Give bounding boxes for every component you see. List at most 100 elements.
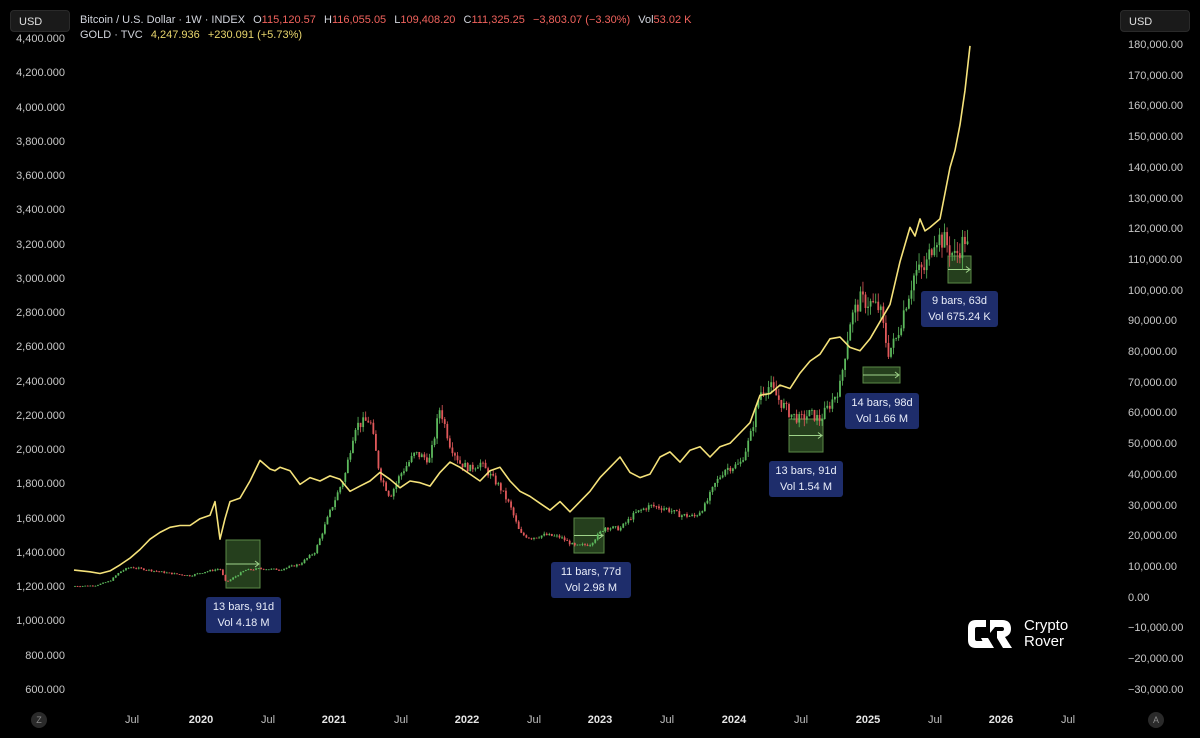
gold-change: +230.091 (+5.73%) [207, 29, 303, 41]
range-boxes [225, 255, 972, 589]
arrow-right-icon [965, 266, 971, 273]
close-value: 111,325.25 [471, 14, 525, 26]
right-axis-label: 90,000.00 [1128, 315, 1177, 328]
vol-key: Vol [638, 14, 654, 26]
left-axis-label: 2,600.000 [16, 341, 65, 354]
right-axis-label: 60,000.00 [1128, 407, 1177, 420]
bars-duration-text: 13 bars, 91d [212, 601, 275, 613]
volume-text: Vol 1.66 M [856, 413, 908, 425]
high-value: 116,055.05 [331, 14, 387, 26]
right-axis-label: −20,000.00 [1128, 653, 1184, 665]
right-axis-label: 10,000.00 [1128, 560, 1177, 573]
left-axis-label: 3,000.000 [16, 272, 65, 285]
change-value: −3,803.07 (−3.30%) [532, 14, 631, 26]
watermark-line1: Crypto [1024, 617, 1069, 634]
left-axis-label: 4,400.000 [16, 33, 65, 45]
time-axis-label: Jul [124, 714, 140, 726]
time-axis-label: 2021 [321, 714, 347, 726]
right-axis-label: 50,000.00 [1128, 438, 1177, 451]
right-axis-label: 120,000.00 [1128, 223, 1184, 236]
right-currency-selector[interactable]: USD [1120, 10, 1190, 32]
volume-text: Vol 675.24 K [928, 311, 991, 323]
bitcoin-candles [74, 223, 969, 588]
watermark-line2: Rover [1024, 633, 1065, 650]
crypto-rover-logo: Crypto Rover [966, 616, 1068, 652]
left-axis-label: 1,800.000 [16, 478, 65, 491]
right-axis-label: 100,000.00 [1128, 284, 1184, 297]
gold-series-name: GOLD · TVC [80, 29, 143, 41]
time-axis-label: 2026 [988, 714, 1014, 726]
left-currency-selector[interactable]: USD [10, 10, 70, 32]
right-axis-label: 80,000.00 [1128, 346, 1177, 358]
left-axis-label: 1,400.000 [16, 546, 65, 559]
left-axis-label: 3,200.000 [16, 238, 65, 251]
open-key: O [253, 14, 262, 26]
right-axis-label: 110,000.00 [1128, 253, 1183, 266]
left-axis-label: 2,800.000 [16, 307, 65, 320]
left-axis-label: 600.000 [25, 683, 65, 696]
left-axis-label: 3,600.000 [16, 170, 65, 183]
low-value: 109,408.20 [400, 14, 456, 26]
volume-text: Vol 1.54 M [780, 481, 832, 493]
bitcoin-series-name: Bitcoin / U.S. Dollar · 1W · INDEX [80, 14, 246, 26]
time-axis-label: Jul [927, 714, 943, 726]
left-axis-label: 4,200.000 [16, 67, 65, 80]
bars-duration-text: 14 bars, 98d [851, 397, 913, 409]
time-axis-label: Jul [659, 714, 675, 726]
left-axis-label: 2,000.000 [16, 444, 65, 457]
left-axis-label: 4,000.000 [16, 101, 65, 114]
time-axis-label: 2024 [721, 714, 747, 726]
right-axis-label: 170,000.00 [1128, 69, 1184, 82]
date-range-label: 9 bars, 63d Vol 675.24 K [921, 291, 998, 327]
date-range-label: 14 bars, 98d Vol 1.66 M [845, 393, 919, 429]
bars-duration-text: 13 bars, 91d [775, 465, 837, 477]
date-range-label: 13 bars, 91d Vol 4.18 M [206, 597, 281, 633]
close-key: C [463, 14, 472, 26]
high-key: H [323, 14, 332, 26]
volume-text: Vol 4.18 M [217, 617, 270, 629]
right-axis-label: 150,000.00 [1128, 131, 1184, 144]
bars-duration-text: 9 bars, 63d [931, 295, 988, 307]
right-axis-label: 130,000.00 [1128, 192, 1184, 205]
left-axis-label: 800.000 [25, 649, 65, 662]
right-axis-label: 140,000.00 [1128, 161, 1184, 174]
date-range-label: 11 bars, 77d Vol 2.98 M [551, 562, 631, 598]
time-axis-label: Jul [393, 714, 409, 726]
left-axis-label: 2,200.000 [16, 409, 65, 422]
time-axis-label: 2023 [587, 714, 613, 726]
right-axis-label: 160,000.00 [1128, 100, 1184, 113]
right-axis-label: 70,000.00 [1128, 376, 1177, 389]
right-axis-label: −30,000.00 [1128, 683, 1184, 696]
log-scale-toggle[interactable]: Z [31, 712, 47, 728]
right-axis-label: 20,000.00 [1128, 530, 1177, 543]
time-axis-label: Jul [1060, 714, 1076, 726]
bars-duration-text: 11 bars, 77d [560, 566, 622, 578]
left-axis-label: 2,400.000 [16, 375, 65, 388]
open-value: 115,120.57 [261, 14, 316, 26]
gold-legend[interactable]: GOLD · TVC 4,247.936 +230.091 (+5.73%) [80, 29, 302, 41]
time-axis-label: Jul [260, 714, 276, 726]
gold-value: 4,247.936 [150, 29, 200, 41]
volume-text: Vol 2.98 M [565, 582, 617, 594]
time-axis-label: 2020 [188, 714, 214, 726]
left-axis-label: 1,600.000 [16, 512, 65, 525]
right-axis-label: −10,000.00 [1128, 622, 1184, 635]
date-range-label: 13 bars, 91d Vol 1.54 M [769, 461, 843, 497]
left-axis-label: 3,400.000 [16, 204, 65, 217]
left-axis-label: 1,200.000 [16, 581, 65, 594]
right-axis-label: 30,000.00 [1128, 499, 1177, 512]
arrow-right-icon [254, 560, 260, 568]
auto-scale-toggle[interactable]: A [1148, 712, 1164, 728]
vol-value: 53.02 K [653, 14, 692, 26]
left-axis-label: 1,000.000 [16, 615, 65, 628]
left-axis-label: 3,800.000 [16, 135, 65, 148]
low-key: L [394, 14, 401, 26]
right-axis-label: 0.00 [1128, 591, 1150, 604]
time-axis-label: Jul [793, 714, 809, 726]
time-axis-label: 2022 [454, 714, 480, 726]
time-axis-label: Jul [526, 714, 542, 726]
bitcoin-legend[interactable]: Bitcoin / U.S. Dollar · 1W · INDEX O115,… [80, 14, 691, 26]
time-axis-label: 2025 [855, 714, 881, 726]
cr-logo-icon [968, 620, 1012, 648]
